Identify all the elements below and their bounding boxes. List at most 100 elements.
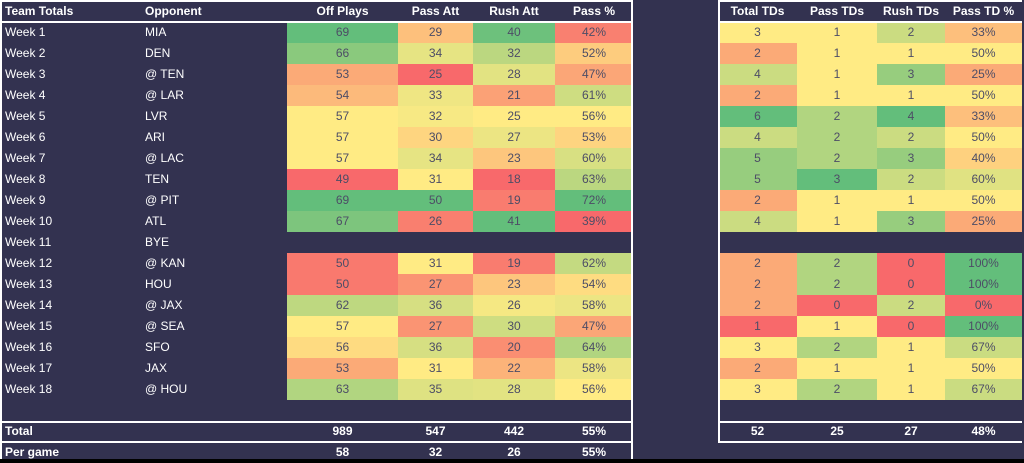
td-stat-cell[interactable]: 0: [877, 316, 945, 337]
empty-cell[interactable]: [398, 232, 473, 253]
stat-cell[interactable]: 20: [473, 337, 555, 358]
stat-cell[interactable]: 49: [287, 169, 398, 190]
opponent-cell[interactable]: @ LAC: [145, 151, 184, 165]
td-stat-cell[interactable]: 3: [877, 211, 945, 232]
stat-cell[interactable]: 54: [287, 85, 398, 106]
td-total-value-cell[interactable]: 52: [750, 424, 765, 438]
td-stat-cell[interactable]: 2: [718, 190, 797, 211]
stat-cell[interactable]: 32: [473, 43, 555, 64]
opponent-cell[interactable]: HOU: [145, 277, 172, 291]
stat-cell[interactable]: 62: [287, 295, 398, 316]
stat-cell[interactable]: 53%: [555, 127, 633, 148]
td-stat-cell[interactable]: 40%: [945, 148, 1022, 169]
stat-cell[interactable]: 41: [473, 211, 555, 232]
td-stat-cell[interactable]: 1: [718, 316, 797, 337]
stat-cell[interactable]: 58%: [555, 295, 633, 316]
stat-cell[interactable]: 47%: [555, 64, 633, 85]
td-stat-cell[interactable]: 1: [877, 379, 945, 400]
td-stat-cell[interactable]: 1: [797, 190, 877, 211]
td-stat-cell[interactable]: 2: [877, 22, 945, 43]
td-stat-cell[interactable]: 2: [797, 253, 877, 274]
week-label-cell[interactable]: Week 3: [5, 67, 46, 81]
stat-cell[interactable]: 30: [398, 127, 473, 148]
stat-cell[interactable]: 31: [398, 169, 473, 190]
td-stat-cell[interactable]: 2: [718, 274, 797, 295]
td-stat-cell[interactable]: 4: [718, 211, 797, 232]
stat-cell[interactable]: 25: [473, 106, 555, 127]
stat-cell[interactable]: 36: [398, 337, 473, 358]
td-stat-cell[interactable]: 100%: [945, 316, 1022, 337]
td-stat-cell[interactable]: 3: [797, 169, 877, 190]
opponent-cell[interactable]: JAX: [145, 361, 168, 375]
stat-cell[interactable]: 57: [287, 148, 398, 169]
td-stat-cell[interactable]: 67%: [945, 379, 1022, 400]
td-stat-cell[interactable]: 50%: [945, 190, 1022, 211]
stat-cell[interactable]: 53: [287, 64, 398, 85]
total-value-cell[interactable]: 55%: [581, 424, 607, 438]
stat-cell[interactable]: 63: [287, 379, 398, 400]
week-label-cell[interactable]: Week 17: [5, 361, 53, 375]
opponent-cell[interactable]: SFO: [145, 340, 170, 354]
td-stat-cell[interactable]: 1: [797, 64, 877, 85]
stat-cell[interactable]: 69: [287, 190, 398, 211]
stat-cell[interactable]: 40: [473, 22, 555, 43]
stat-cell[interactable]: 50: [398, 190, 473, 211]
week-label-cell[interactable]: Week 2: [5, 46, 46, 60]
td-stat-cell[interactable]: 5: [718, 169, 797, 190]
week-label-cell[interactable]: Week 9: [5, 193, 46, 207]
left-header-cell[interactable]: Pass %: [572, 4, 616, 18]
td-stat-cell[interactable]: 5: [718, 148, 797, 169]
stat-cell[interactable]: 19: [473, 253, 555, 274]
empty-cell[interactable]: [797, 232, 877, 253]
td-stat-cell[interactable]: 1: [797, 211, 877, 232]
stat-cell[interactable]: 57: [287, 106, 398, 127]
stat-cell[interactable]: 33: [398, 85, 473, 106]
opponent-cell[interactable]: @ JAX: [145, 298, 183, 312]
empty-cell[interactable]: [718, 232, 797, 253]
stat-cell[interactable]: 35: [398, 379, 473, 400]
empty-cell[interactable]: [555, 232, 633, 253]
week-label-cell[interactable]: Week 8: [5, 172, 46, 186]
per-game-value-cell[interactable]: 55%: [581, 445, 607, 459]
stat-cell[interactable]: 54%: [555, 274, 633, 295]
right-header-cell[interactable]: Total TDs: [730, 4, 785, 18]
per-game-value-cell[interactable]: 58: [335, 445, 350, 459]
week-label-cell[interactable]: Week 13: [5, 277, 53, 291]
opponent-cell[interactable]: ARI: [145, 130, 166, 144]
week-label-cell[interactable]: Week 6: [5, 130, 46, 144]
empty-cell[interactable]: [287, 232, 398, 253]
stat-cell[interactable]: 63%: [555, 169, 633, 190]
stat-cell[interactable]: 36: [398, 295, 473, 316]
per-game-value-cell[interactable]: 32: [428, 445, 443, 459]
empty-cell[interactable]: [877, 232, 945, 253]
stat-cell[interactable]: 32: [398, 106, 473, 127]
opponent-cell[interactable]: BYE: [145, 235, 170, 249]
td-stat-cell[interactable]: 2: [877, 169, 945, 190]
opponent-cell[interactable]: @ KAN: [145, 256, 186, 270]
opponent-cell[interactable]: @ HOU: [145, 382, 188, 396]
week-label-cell[interactable]: Week 7: [5, 151, 46, 165]
td-stat-cell[interactable]: 2: [797, 148, 877, 169]
week-label-cell[interactable]: Week 15: [5, 319, 53, 333]
td-stat-cell[interactable]: 25%: [945, 211, 1022, 232]
td-stat-cell[interactable]: 50%: [945, 43, 1022, 64]
opponent-cell[interactable]: @ PIT: [145, 193, 180, 207]
stat-cell[interactable]: 26: [473, 295, 555, 316]
td-stat-cell[interactable]: 2: [877, 127, 945, 148]
opponent-cell[interactable]: @ SEA: [145, 319, 185, 333]
stat-cell[interactable]: 67: [287, 211, 398, 232]
stat-cell[interactable]: 56: [287, 337, 398, 358]
td-stat-cell[interactable]: 4: [877, 106, 945, 127]
td-stat-cell[interactable]: 6: [718, 106, 797, 127]
td-total-value-cell[interactable]: 48%: [971, 424, 996, 438]
stat-cell[interactable]: 57: [287, 316, 398, 337]
week-label-cell[interactable]: Week 11: [5, 235, 52, 249]
stat-cell[interactable]: 26: [398, 211, 473, 232]
opponent-cell[interactable]: @ TEN: [145, 67, 185, 81]
stat-cell[interactable]: 23: [473, 148, 555, 169]
td-stat-cell[interactable]: 4: [718, 64, 797, 85]
stat-cell[interactable]: 22: [473, 358, 555, 379]
td-stat-cell[interactable]: 100%: [945, 253, 1022, 274]
td-stat-cell[interactable]: 2: [718, 295, 797, 316]
total-value-cell[interactable]: 989: [332, 424, 353, 438]
